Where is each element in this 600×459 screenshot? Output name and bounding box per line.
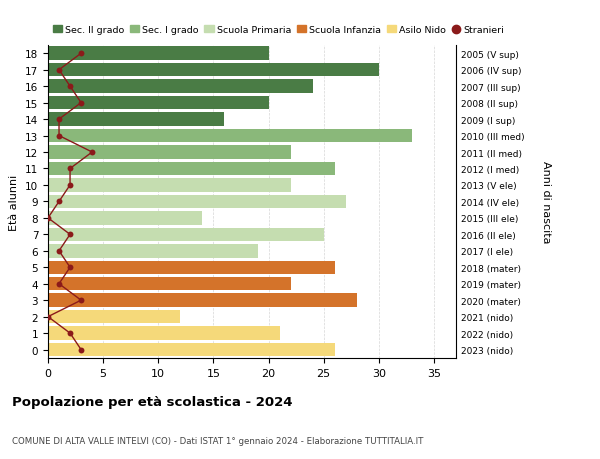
Bar [48,47,269,61]
Bar [48,162,335,176]
Point [76,297,86,304]
Point [76,100,86,107]
Bar [48,343,335,357]
Bar [48,294,357,307]
Point [76,346,86,353]
Bar [48,97,269,110]
Bar [48,80,313,94]
Point [88,149,97,157]
Point [65,83,75,90]
Point [65,165,75,173]
Bar [48,129,412,143]
Point [65,182,75,189]
Point [54,133,64,140]
Bar [48,277,290,291]
Text: COMUNE DI ALTA VALLE INTELVI (CO) - Dati ISTAT 1° gennaio 2024 - Elaborazione TU: COMUNE DI ALTA VALLE INTELVI (CO) - Dati… [12,436,424,445]
Point [54,67,64,74]
Y-axis label: Anni di nascita: Anni di nascita [541,161,551,243]
Bar [48,327,280,340]
Point [65,330,75,337]
Bar [48,228,323,241]
Point [65,231,75,239]
Text: Popolazione per età scolastica - 2024: Popolazione per età scolastica - 2024 [12,395,293,408]
Point [43,313,53,321]
Bar [48,245,257,258]
Bar [48,195,346,209]
Point [43,215,53,222]
Bar [48,179,290,192]
Point [54,198,64,206]
Bar [48,64,379,77]
Point [76,50,86,58]
Point [54,116,64,123]
Y-axis label: Età alunni: Età alunni [10,174,19,230]
Legend: Sec. II grado, Sec. I grado, Scuola Primaria, Scuola Infanzia, Asilo Nido, Stran: Sec. II grado, Sec. I grado, Scuola Prim… [53,26,505,35]
Bar [48,212,202,225]
Bar [48,113,224,127]
Point [65,264,75,271]
Point [54,280,64,288]
Bar [48,146,290,159]
Bar [48,310,181,324]
Point [54,247,64,255]
Bar [48,261,335,274]
